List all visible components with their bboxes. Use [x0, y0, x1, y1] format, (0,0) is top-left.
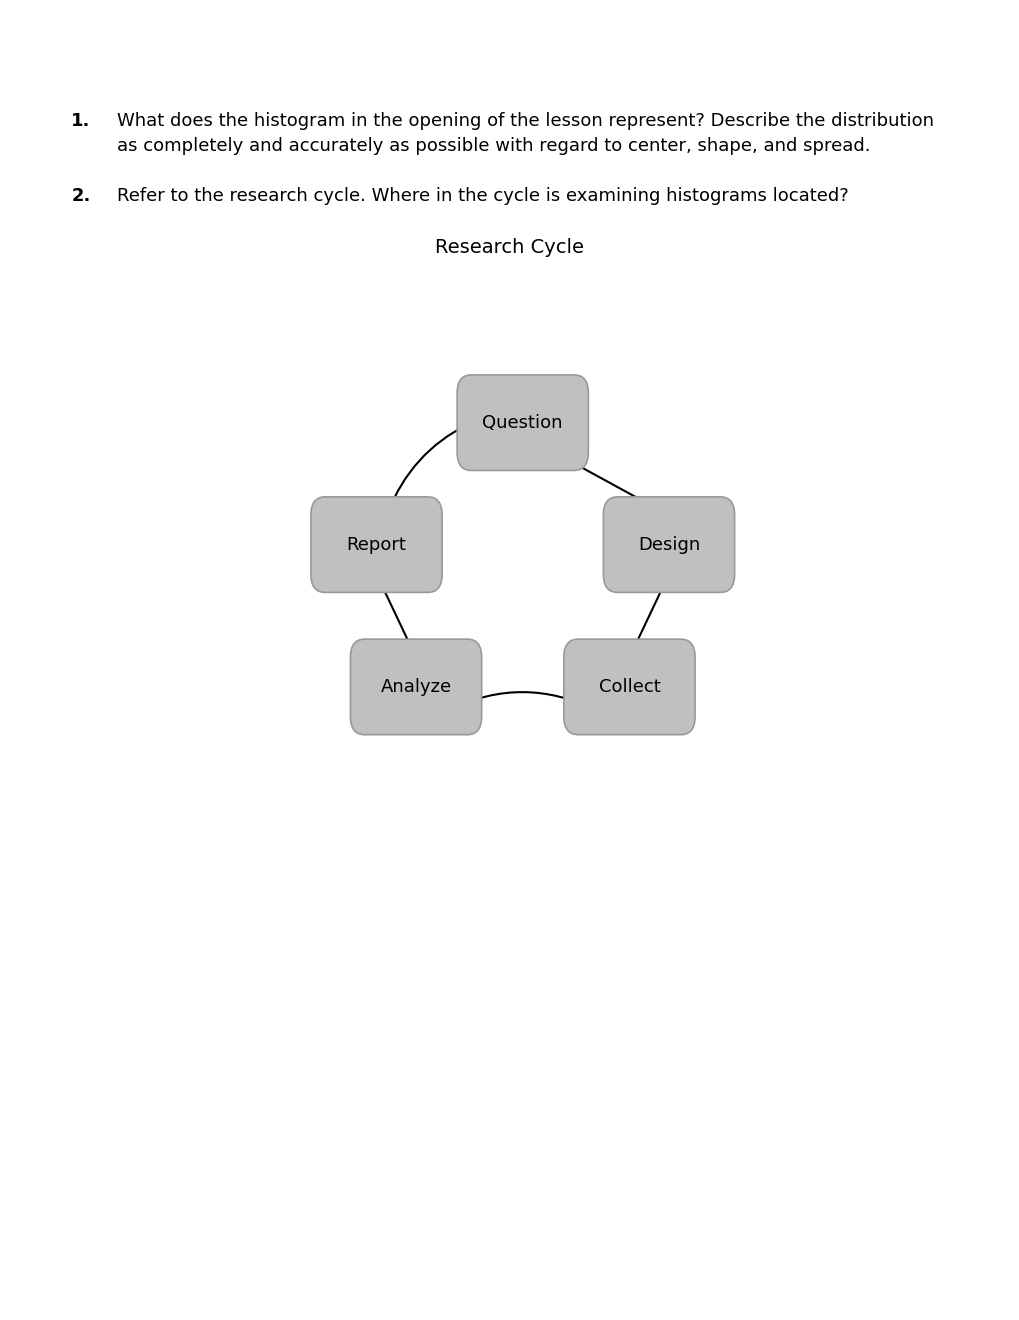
FancyBboxPatch shape: [351, 639, 481, 735]
Text: Question: Question: [482, 413, 562, 432]
FancyBboxPatch shape: [457, 375, 588, 470]
Text: What does the histogram in the opening of the lesson represent? Describe the dis: What does the histogram in the opening o…: [117, 112, 933, 156]
Text: 1.: 1.: [71, 112, 91, 131]
Text: 2.: 2.: [71, 187, 91, 206]
Text: Analyze: Analyze: [380, 678, 451, 696]
Text: Research Cycle: Research Cycle: [435, 238, 584, 256]
Text: Collect: Collect: [598, 678, 659, 696]
Text: Report: Report: [346, 536, 406, 553]
FancyBboxPatch shape: [311, 496, 441, 593]
FancyBboxPatch shape: [603, 496, 734, 593]
FancyBboxPatch shape: [564, 639, 694, 735]
Text: Design: Design: [637, 536, 699, 553]
Text: Refer to the research cycle. Where in the cycle is examining histograms located?: Refer to the research cycle. Where in th…: [117, 187, 848, 206]
